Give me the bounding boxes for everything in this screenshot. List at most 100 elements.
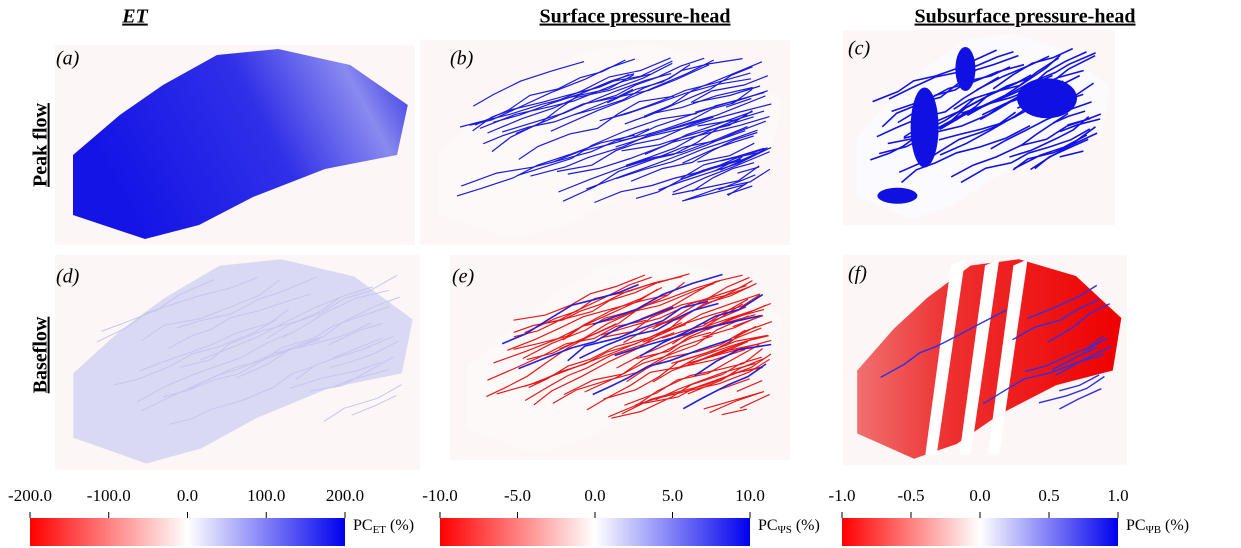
river — [513, 274, 646, 321]
river — [332, 337, 383, 359]
river — [1038, 375, 1105, 404]
colorbar-tick-label: 1.0 — [1107, 486, 1128, 505]
colorbar-gradient — [440, 518, 750, 546]
map-panel — [55, 255, 420, 470]
river — [880, 309, 1007, 379]
river — [328, 322, 384, 346]
river — [671, 327, 762, 364]
river — [473, 61, 585, 107]
column-header: Surface pressure-head — [540, 6, 731, 28]
river — [513, 276, 652, 338]
river — [530, 116, 713, 177]
river — [684, 168, 771, 201]
river — [487, 319, 647, 381]
map-panel — [420, 40, 790, 245]
river — [1017, 74, 1081, 109]
colorbar-tick-label: -200.0 — [8, 486, 52, 505]
river — [479, 73, 650, 129]
river — [981, 54, 1096, 116]
river — [179, 298, 339, 368]
colorbar-tick-label: 5.0 — [662, 486, 683, 505]
panel-label: (a) — [56, 48, 80, 70]
river — [1047, 82, 1095, 107]
river — [682, 183, 746, 202]
river — [608, 348, 763, 418]
colorbar-tick-label: -0.5 — [898, 486, 925, 505]
river — [168, 293, 311, 349]
patch — [877, 187, 918, 204]
river — [96, 277, 258, 343]
river — [640, 274, 743, 320]
river — [460, 128, 650, 187]
river — [736, 380, 763, 392]
river — [643, 66, 753, 119]
river — [556, 116, 714, 173]
river — [630, 131, 758, 182]
river — [703, 391, 765, 410]
river — [486, 323, 617, 398]
colorbar-gradient — [842, 518, 1118, 546]
river — [992, 47, 1074, 90]
river — [492, 57, 671, 123]
river — [236, 296, 400, 379]
column-header: ET — [121, 6, 148, 28]
river — [1059, 150, 1084, 158]
river — [697, 110, 765, 127]
label-sub: ΨB — [1146, 524, 1161, 536]
river — [351, 395, 397, 416]
colorbar-label: PCΨS (%) — [758, 517, 820, 536]
river — [550, 59, 715, 132]
colorbar-tick-label: -100.0 — [87, 486, 131, 505]
catchment — [73, 259, 413, 464]
river — [1059, 118, 1101, 133]
panel-label: (b) — [450, 48, 474, 70]
river — [1012, 132, 1098, 171]
river — [658, 148, 768, 191]
colorbar-tick-label: 10.0 — [735, 486, 765, 505]
river — [618, 88, 753, 142]
river — [586, 348, 746, 411]
river — [558, 126, 748, 193]
river — [169, 365, 315, 425]
river — [541, 273, 690, 325]
river — [1034, 138, 1089, 170]
river — [1013, 134, 1088, 170]
river — [725, 321, 773, 347]
river — [1047, 303, 1111, 343]
river — [672, 165, 760, 196]
river — [626, 116, 754, 168]
label-main: PC — [1126, 517, 1146, 534]
river — [1009, 116, 1090, 158]
band — [925, 259, 966, 455]
river — [709, 341, 749, 357]
river — [642, 293, 761, 343]
river — [897, 66, 1011, 124]
river — [502, 72, 672, 133]
river — [522, 281, 685, 360]
river — [592, 338, 732, 396]
river — [594, 57, 705, 103]
river — [636, 304, 767, 360]
colorbar: -200.0 -100.0 0.0 100.0 200.0 PCET (%) — [8, 486, 414, 546]
river — [113, 319, 278, 386]
river — [524, 332, 675, 402]
river — [200, 286, 373, 361]
river — [616, 129, 758, 180]
river — [644, 116, 770, 155]
river — [282, 289, 390, 339]
river — [881, 63, 1025, 128]
river — [625, 114, 748, 166]
river — [501, 283, 639, 345]
label-unit: (%) — [1165, 517, 1189, 534]
colorbar-tick-label: -10.0 — [422, 486, 457, 505]
river — [960, 128, 1091, 184]
river — [567, 300, 709, 362]
colorbar-tick-label: 200.0 — [326, 486, 364, 505]
colorbar-tick-label: 0.0 — [177, 486, 198, 505]
river — [979, 51, 1087, 121]
river — [333, 369, 390, 388]
catchment — [857, 259, 1122, 459]
river — [459, 74, 634, 128]
river — [524, 275, 683, 334]
band — [959, 259, 1000, 455]
